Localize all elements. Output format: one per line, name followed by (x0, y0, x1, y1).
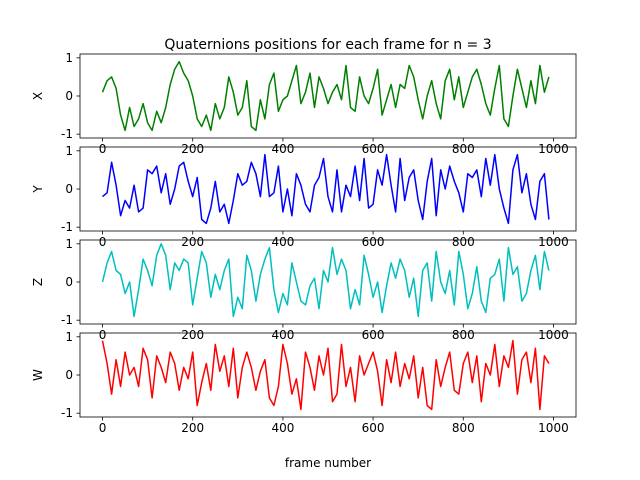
x-tick-label: 400 (271, 421, 294, 435)
x-tick-label: 600 (362, 328, 385, 342)
x-tick-label: 0 (99, 235, 107, 249)
x-tick-label: 0 (99, 142, 107, 156)
y-tick-label: 0 (65, 275, 73, 289)
y-tick-label: 1 (65, 330, 73, 344)
x-tick-label: 800 (452, 421, 475, 435)
x-tick-label: 200 (181, 142, 204, 156)
series-line-y (102, 153, 550, 225)
chart-title: Quaternions positions for each frame for… (164, 37, 491, 53)
x-tick-label: 0 (99, 421, 107, 435)
subplot-y: 0 200 400 600 800 1000 -1 0 1 Y (31, 144, 577, 249)
x-tick-label: 800 (452, 142, 475, 156)
axes-frame (79, 146, 577, 232)
y-tick-label: -1 (61, 313, 73, 327)
x-tick-label: 200 (181, 328, 204, 342)
x-axis-label: frame number (285, 456, 371, 470)
y-tick-label: -1 (61, 127, 73, 141)
series-line-z (101, 243, 550, 318)
x-tick-label: 400 (271, 142, 294, 156)
series-line-x (101, 60, 550, 132)
y-tick-label: 0 (65, 89, 73, 103)
y-tick-label: 0 (65, 368, 73, 382)
y-tick-label: 0 (65, 182, 73, 196)
y-axis-label-w: W (31, 369, 45, 381)
y-axis-label-y: Y (31, 185, 45, 194)
y-tick-label: -1 (61, 406, 73, 420)
x-tick-label: 600 (362, 142, 385, 156)
y-tick-label: 1 (65, 144, 73, 158)
x-tick-label: 600 (362, 235, 385, 249)
y-tick-label: 1 (65, 51, 73, 65)
y-axis-label-x: X (31, 92, 45, 100)
y-axis-label-z: Z (31, 278, 45, 286)
subplot-x: 0 200 400 600 800 1000 -1 0 1 X (31, 51, 577, 156)
x-tick-label: 800 (452, 328, 475, 342)
x-tick-label: 600 (362, 421, 385, 435)
y-tick-label: 1 (65, 237, 73, 251)
subplot-w: 0 200 400 600 800 1000 -1 0 1 W (31, 330, 577, 435)
x-tick-label: 400 (271, 328, 294, 342)
x-tick-label: 200 (181, 235, 204, 249)
x-tick-label: 1000 (538, 142, 569, 156)
x-tick-label: 800 (452, 235, 475, 249)
x-tick-label: 200 (181, 421, 204, 435)
x-tick-label: 1000 (538, 235, 569, 249)
x-tick-label: 400 (271, 235, 294, 249)
subplot-z: 0 200 400 600 800 1000 -1 0 1 Z (31, 237, 577, 342)
x-tick-label: 1000 (538, 421, 569, 435)
x-tick-label: 1000 (538, 328, 569, 342)
y-tick-label: -1 (61, 220, 73, 234)
x-tick-label: 0 (99, 328, 107, 342)
series-line-w (101, 339, 550, 411)
